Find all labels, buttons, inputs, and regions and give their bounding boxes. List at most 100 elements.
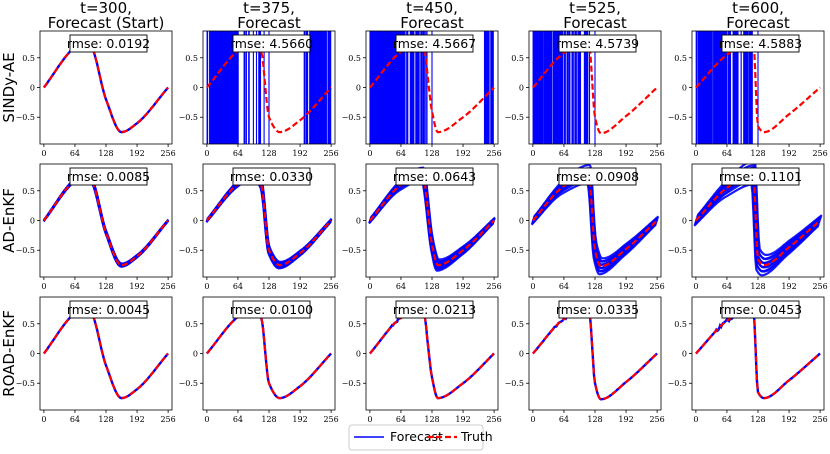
x-tick-label: 192	[618, 282, 633, 291]
forecast-line	[205, 176, 332, 270]
truth-line	[695, 38, 821, 134]
x-tick-label: 256	[812, 149, 827, 158]
x-tick-label: 0	[530, 282, 535, 291]
rmse-box	[69, 34, 148, 53]
y-tick-label: 0	[519, 350, 524, 359]
plot-area	[693, 164, 823, 277]
x-tick-label: 192	[618, 149, 633, 158]
y-tick-label: −0.5	[668, 113, 687, 122]
plot-area	[205, 305, 332, 400]
panel-r2-c4: 0 64 128 192 256 0.5 0 −0.5 rmse: 0.0453	[668, 296, 828, 424]
truth-line	[369, 40, 495, 134]
column-title: t=375,	[243, 0, 295, 17]
x-tick-label: 0	[204, 149, 209, 158]
y-tick-label: −0.5	[342, 379, 361, 388]
y-tick-label: 0.5	[348, 54, 361, 63]
forecast-line	[42, 175, 169, 267]
rmse-annotation: rmse: 0.0453	[719, 300, 802, 319]
y-tick-label: 0.5	[674, 320, 687, 329]
row-label: AD-EnKF	[0, 188, 18, 253]
x-tick-label: 192	[618, 415, 633, 424]
y-tick-label: 0	[193, 84, 198, 93]
rmse-box	[232, 167, 311, 186]
x-tick-label: 64	[233, 282, 243, 291]
y-tick-label: 0.5	[22, 54, 35, 63]
rmse-box	[69, 300, 148, 319]
forecast-line	[42, 41, 169, 134]
y-tick-label: −0.5	[668, 246, 687, 255]
rmse-box	[232, 34, 311, 53]
rmse-box	[232, 300, 311, 319]
rmse-box	[558, 34, 637, 53]
panel-r1-c2: 0 64 128 192 256 0.5 0 −0.5 rmse: 0.0643	[342, 163, 502, 291]
y-tick-label: −0.5	[179, 113, 198, 122]
y-tick-label: −0.5	[179, 379, 198, 388]
x-tick-label: 0	[693, 282, 698, 291]
y-tick-label: 0.5	[674, 54, 687, 63]
forecast-line	[42, 175, 169, 267]
x-tick-label: 0	[693, 149, 698, 158]
column-subtitle: Forecast	[237, 14, 301, 32]
truth-line	[43, 174, 169, 267]
rmse-annotation: rmse: 0.0192	[67, 34, 150, 53]
x-tick-label: 192	[455, 149, 470, 158]
x-tick-label: 0	[204, 415, 209, 424]
x-tick-label: 0	[204, 282, 209, 291]
x-tick-label: 192	[129, 282, 144, 291]
truth-line	[206, 39, 332, 134]
x-tick-label: 64	[70, 149, 80, 158]
forecast-line	[696, 164, 823, 256]
y-tick-label: −0.5	[668, 379, 687, 388]
forecast-line	[42, 175, 169, 268]
x-tick-label: 0	[530, 415, 535, 424]
panel-r0-c1: 0 64 128 192 256 0.5 0 −0.5 rmse: 4.5660	[179, 30, 339, 158]
panel-r1-c1: 0 64 128 192 256 0.5 0 −0.5 rmse: 0.0330	[179, 163, 339, 291]
rmse-label: rmse: 4.5883	[719, 36, 802, 51]
x-tick-label: 256	[323, 149, 338, 158]
panel-r2-c2: 0 64 128 192 256 0.5 0 −0.5 rmse: 0.0213	[342, 296, 502, 424]
x-tick-label: 64	[559, 149, 569, 158]
plot-area	[205, 169, 333, 270]
forecast-line	[533, 164, 660, 260]
truth-line	[43, 41, 169, 134]
x-tick-label: 64	[559, 415, 569, 424]
row-label: ROAD-EnKF	[0, 310, 18, 397]
x-tick-label: 192	[781, 149, 796, 158]
column-subtitle: Forecast	[563, 14, 627, 32]
rmse-box	[395, 300, 474, 319]
panel-r2-c3: 0 64 128 192 256 0.5 0 −0.5 rmse: 0.0335	[505, 296, 665, 424]
rmse-annotation: rmse: 0.0045	[67, 300, 150, 319]
rmse-annotation: rmse: 0.0100	[230, 300, 313, 319]
plot-area	[369, 304, 495, 400]
rmse-annotation: rmse: 0.0908	[556, 167, 639, 186]
rmse-label: rmse: 0.0453	[719, 302, 802, 317]
rmse-label: rmse: 0.0100	[230, 302, 313, 317]
y-tick-label: 0.5	[185, 320, 198, 329]
x-tick-label: 256	[486, 415, 501, 424]
y-tick-label: −0.5	[505, 113, 524, 122]
truth-line	[369, 306, 495, 400]
forecast-line	[43, 174, 170, 266]
x-tick-label: 256	[160, 282, 175, 291]
column-title: t=450,	[406, 0, 458, 17]
rmse-label: rmse: 0.1101	[719, 169, 802, 184]
x-tick-label: 0	[41, 149, 46, 158]
x-tick-label: 64	[233, 149, 243, 158]
rmse-annotation: rmse: 0.0085	[67, 167, 150, 186]
y-tick-label: 0.5	[511, 187, 524, 196]
plot-area	[368, 166, 496, 272]
x-tick-label: 256	[812, 415, 827, 424]
rmse-label: rmse: 4.5660	[230, 36, 313, 51]
panel-r1-c4: 0 64 128 192 256 0.5 0 −0.5 rmse: 0.1101	[668, 163, 828, 291]
rmse-label: rmse: 0.0045	[67, 302, 150, 317]
forecast-line	[695, 31, 759, 144]
forecast-line	[532, 172, 659, 266]
y-tick-label: 0.5	[511, 54, 524, 63]
x-tick-label: 128	[98, 282, 113, 291]
x-tick-label: 256	[486, 282, 501, 291]
y-tick-label: 0	[519, 217, 524, 226]
x-tick-label: 64	[396, 415, 406, 424]
y-tick-label: 0.5	[348, 320, 361, 329]
x-tick-label: 0	[367, 415, 372, 424]
x-tick-label: 0	[367, 149, 372, 158]
